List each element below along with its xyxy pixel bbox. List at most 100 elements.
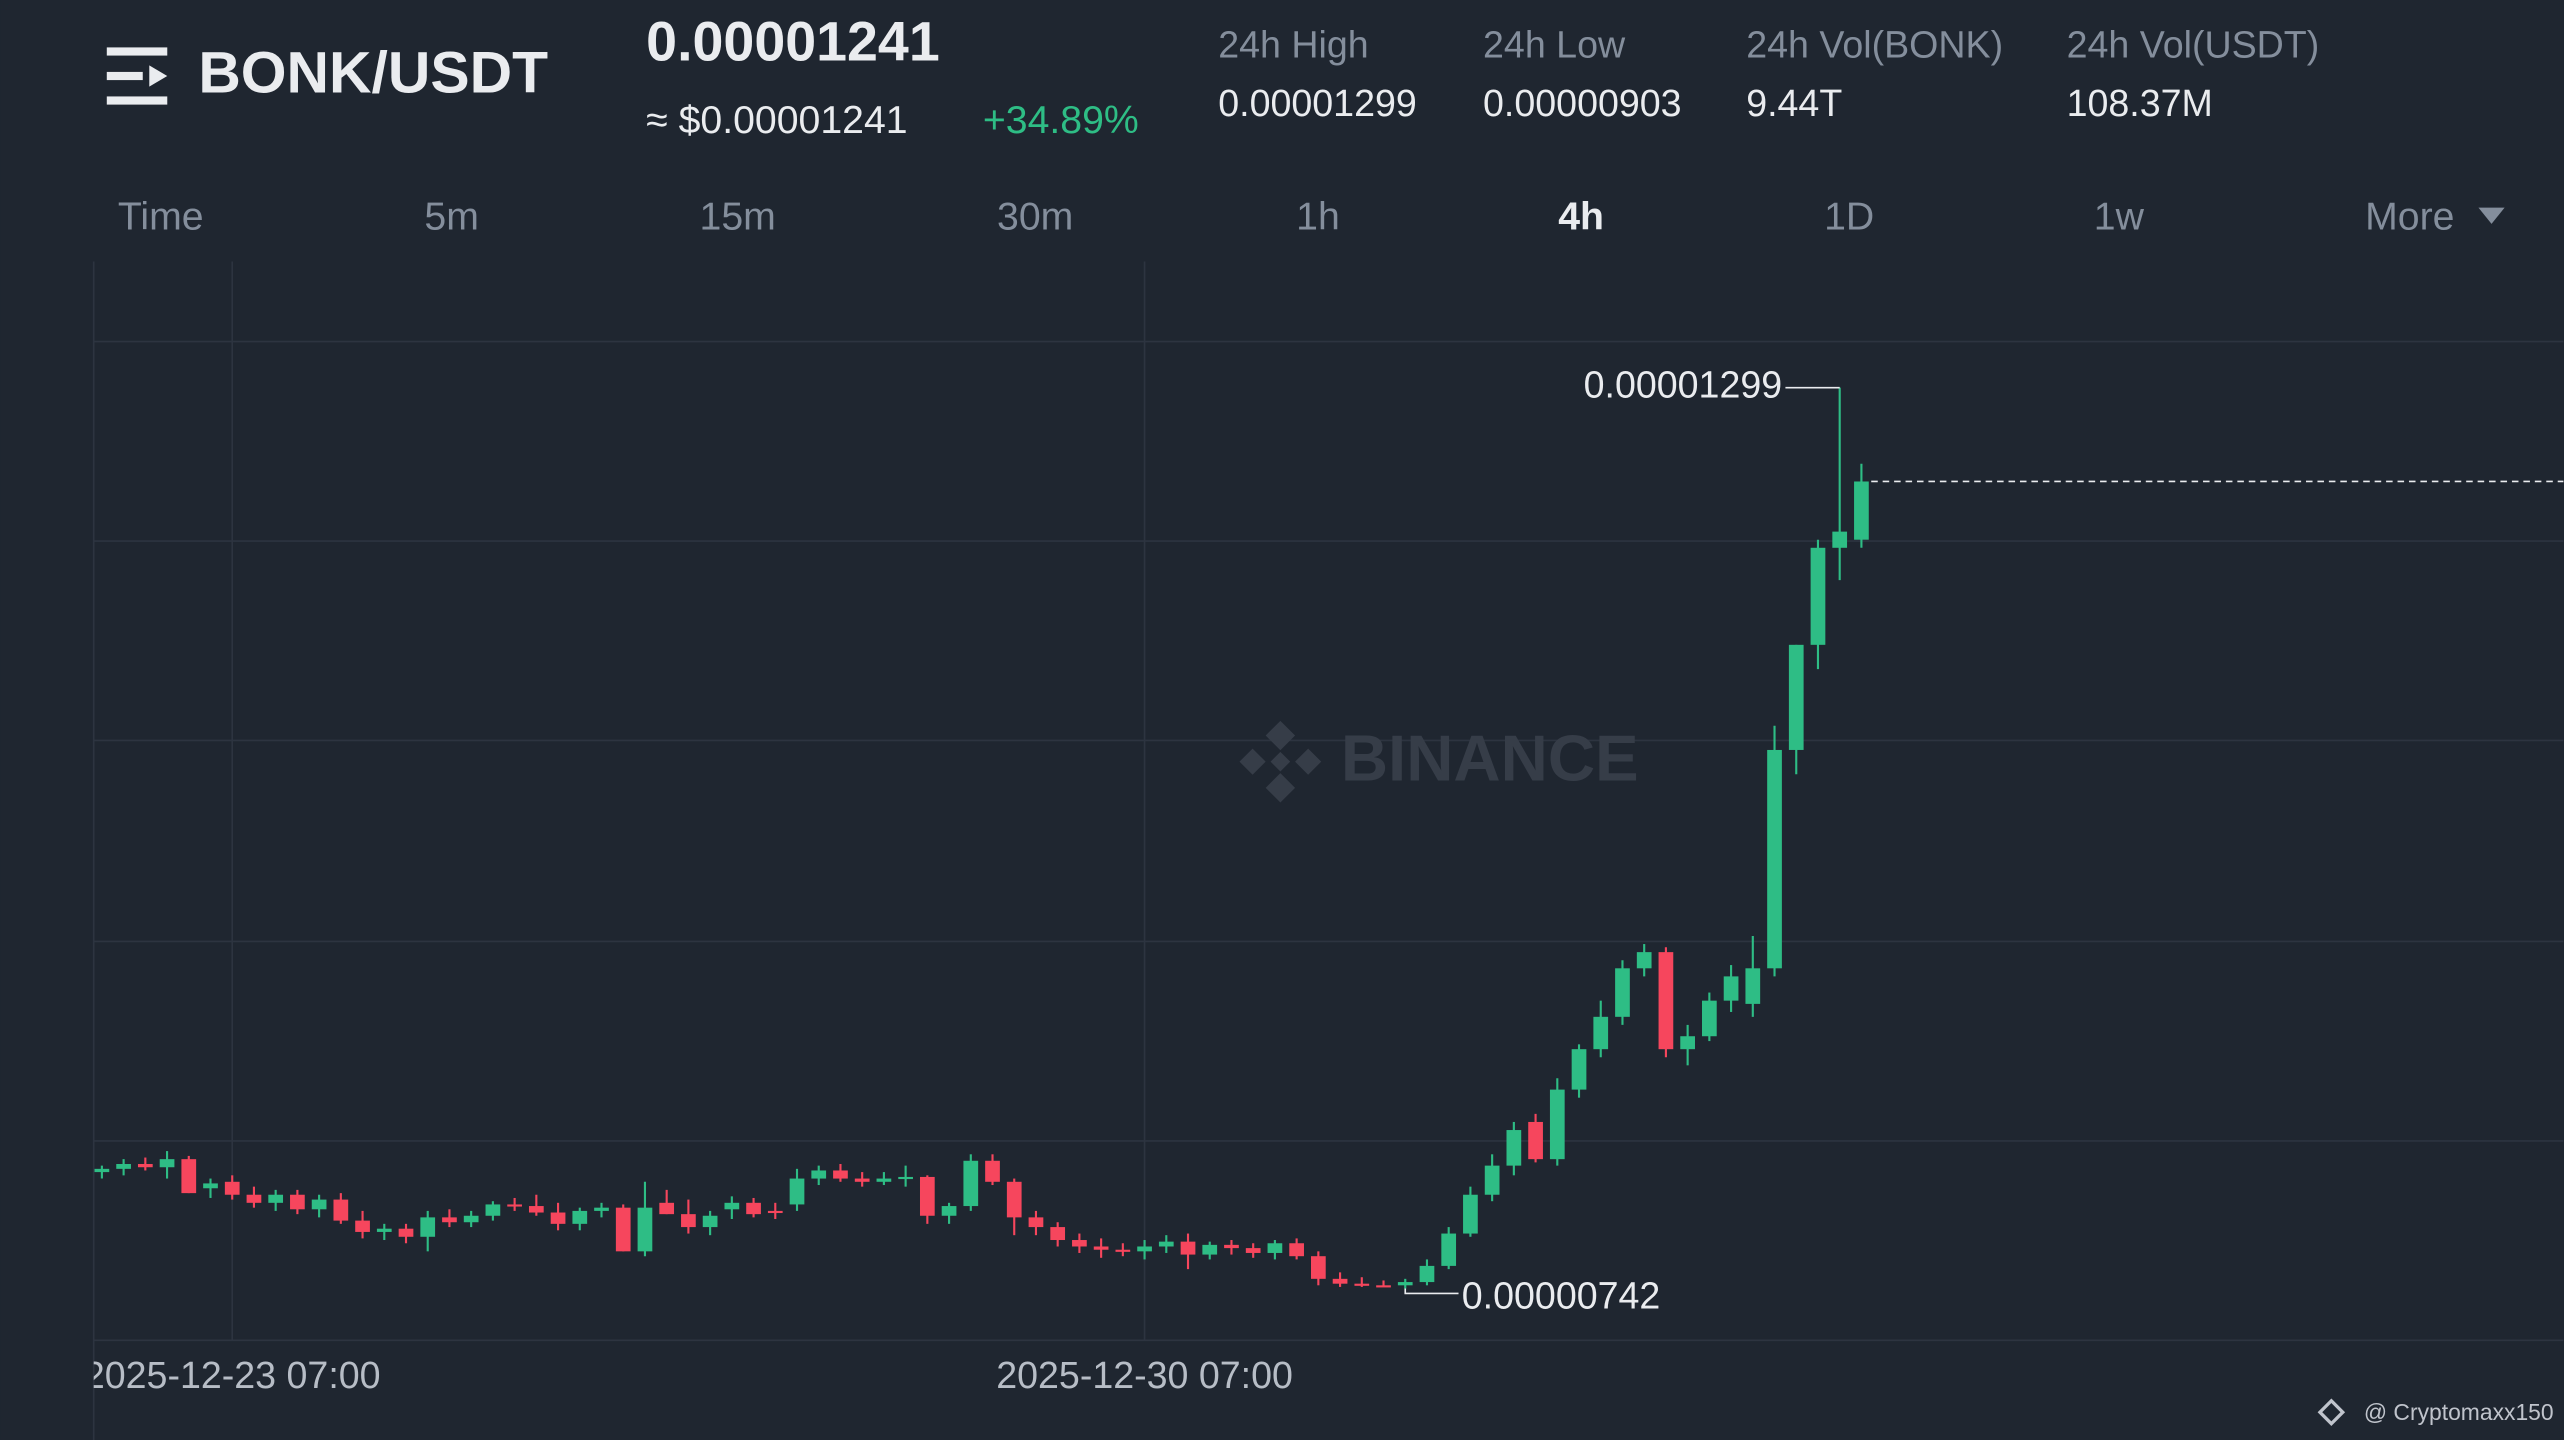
- candle-body: [963, 1160, 979, 1207]
- candle-body: [1397, 1282, 1413, 1286]
- candle-body: [1376, 1285, 1391, 1288]
- credit-text: @ Cryptomaxx150: [2364, 1399, 2554, 1425]
- candle-body: [1528, 1121, 1543, 1160]
- high-label: 0.00001299: [1584, 364, 1783, 406]
- x-tick-label: 2025-12-23 07:00: [84, 1354, 381, 1396]
- candle-body: [1484, 1165, 1500, 1195]
- stat-label: 24h Vol(BONK): [1746, 23, 2003, 65]
- candle-body: [333, 1199, 349, 1221]
- tab[interactable]: 1w: [2094, 194, 2145, 238]
- candle-body: [985, 1160, 1000, 1182]
- candle-body: [1245, 1248, 1261, 1253]
- candle-body: [1680, 1036, 1695, 1050]
- candle-body: [833, 1170, 848, 1179]
- candle-body: [1072, 1240, 1087, 1247]
- candle-body: [420, 1217, 436, 1237]
- candle-body: [1354, 1283, 1370, 1286]
- tab[interactable]: 30m: [997, 194, 1073, 238]
- candle-body: [1224, 1244, 1239, 1249]
- tab[interactable]: 15m: [700, 194, 776, 238]
- candle-body: [1702, 1000, 1717, 1037]
- candle-body: [528, 1206, 544, 1213]
- candle-body: [1788, 644, 1804, 750]
- tab[interactable]: More: [2365, 194, 2454, 238]
- candle-body: [724, 1202, 740, 1210]
- candle-body: [1267, 1243, 1283, 1253]
- candle-body: [1854, 481, 1869, 540]
- stat-value: 9.44T: [1746, 82, 1842, 124]
- candle-body: [1658, 952, 1674, 1050]
- tab[interactable]: Time: [118, 194, 204, 238]
- gridlines: [92, 261, 2564, 1440]
- candle-body: [1636, 952, 1652, 969]
- stat-label: 24h Low: [1483, 23, 1626, 65]
- candle-body: [116, 1164, 131, 1169]
- candle-body: [594, 1207, 609, 1211]
- candle-body: [224, 1181, 240, 1195]
- watermark: BINANCE: [1239, 720, 1639, 803]
- watermark-text: BINANCE: [1341, 722, 1639, 795]
- tab[interactable]: 1D: [1824, 194, 1874, 238]
- stat-value: 108.37M: [2067, 82, 2213, 124]
- candle-body: [1571, 1049, 1587, 1090]
- candle-body: [94, 1168, 110, 1173]
- candle-body: [1180, 1241, 1196, 1255]
- candle-body: [1419, 1265, 1435, 1283]
- candle-body: [268, 1194, 284, 1203]
- candle-body: [898, 1176, 913, 1180]
- candle-body: [789, 1178, 805, 1205]
- candle-body: [159, 1159, 175, 1168]
- candle-body: [550, 1212, 566, 1224]
- candle-body: [1463, 1194, 1478, 1234]
- pair[interactable]: BONK/USDT: [198, 40, 548, 105]
- candle-body: [181, 1159, 197, 1194]
- candle-body: [1006, 1181, 1022, 1218]
- candle-body: [1137, 1246, 1152, 1252]
- price: 0.00001241: [646, 10, 940, 72]
- candle-body: [311, 1199, 327, 1210]
- candle-body: [1506, 1130, 1522, 1166]
- chart: 2025-12-23 07:00 2025-12-30 07:00 0.000012…: [84, 261, 2564, 1396]
- candle-body: [1593, 1016, 1609, 1050]
- candle-body: [854, 1178, 870, 1182]
- candle-body: [398, 1228, 414, 1237]
- candle-body: [637, 1207, 653, 1252]
- candle-body: [203, 1183, 218, 1189]
- x-tick-label: 2025-12-30 07:00: [996, 1354, 1293, 1396]
- low-leader: [1404, 1288, 1459, 1295]
- candle-body: [1050, 1227, 1066, 1241]
- candle-body: [376, 1228, 392, 1232]
- stat-value: 0.00001299: [1218, 82, 1417, 124]
- candle-body: [811, 1170, 827, 1179]
- candle-body: [1289, 1243, 1304, 1257]
- candle-body: [246, 1194, 262, 1203]
- menu-icon[interactable]: [106, 47, 168, 105]
- credit: @ Cryptomaxx150: [2317, 1398, 2554, 1426]
- candle-body: [1332, 1278, 1348, 1284]
- candle-body: [1115, 1249, 1131, 1252]
- tab[interactable]: 5m: [424, 194, 478, 238]
- usd-price: ≈ $0.00001241: [646, 98, 907, 142]
- candle-body: [681, 1214, 696, 1228]
- low-label: 0.00000742: [1462, 1274, 1661, 1316]
- candle-body: [919, 1176, 935, 1216]
- candle-body: [1310, 1256, 1326, 1279]
- tab[interactable]: 1h: [1296, 194, 1340, 238]
- candle-body: [1549, 1089, 1565, 1160]
- candle-body: [1202, 1244, 1218, 1255]
- candle-body: [615, 1207, 631, 1252]
- candle-body: [1767, 749, 1782, 969]
- candle-body: [572, 1210, 588, 1224]
- stat-value: 0.00000903: [1483, 82, 1682, 124]
- dropdown-arrow[interactable]: [2478, 207, 2505, 224]
- tab[interactable]: 4h: [1558, 194, 1604, 238]
- candle-body: [137, 1164, 153, 1168]
- stats: 24h High 0.00001299 24h Low 0.00000903 24h V…: [1218, 23, 2319, 124]
- candle-body: [507, 1204, 522, 1207]
- candle-body: [1745, 968, 1761, 1004]
- candle-body: [1028, 1217, 1044, 1228]
- candle-body: [1810, 547, 1826, 645]
- candle-body: [1093, 1246, 1109, 1250]
